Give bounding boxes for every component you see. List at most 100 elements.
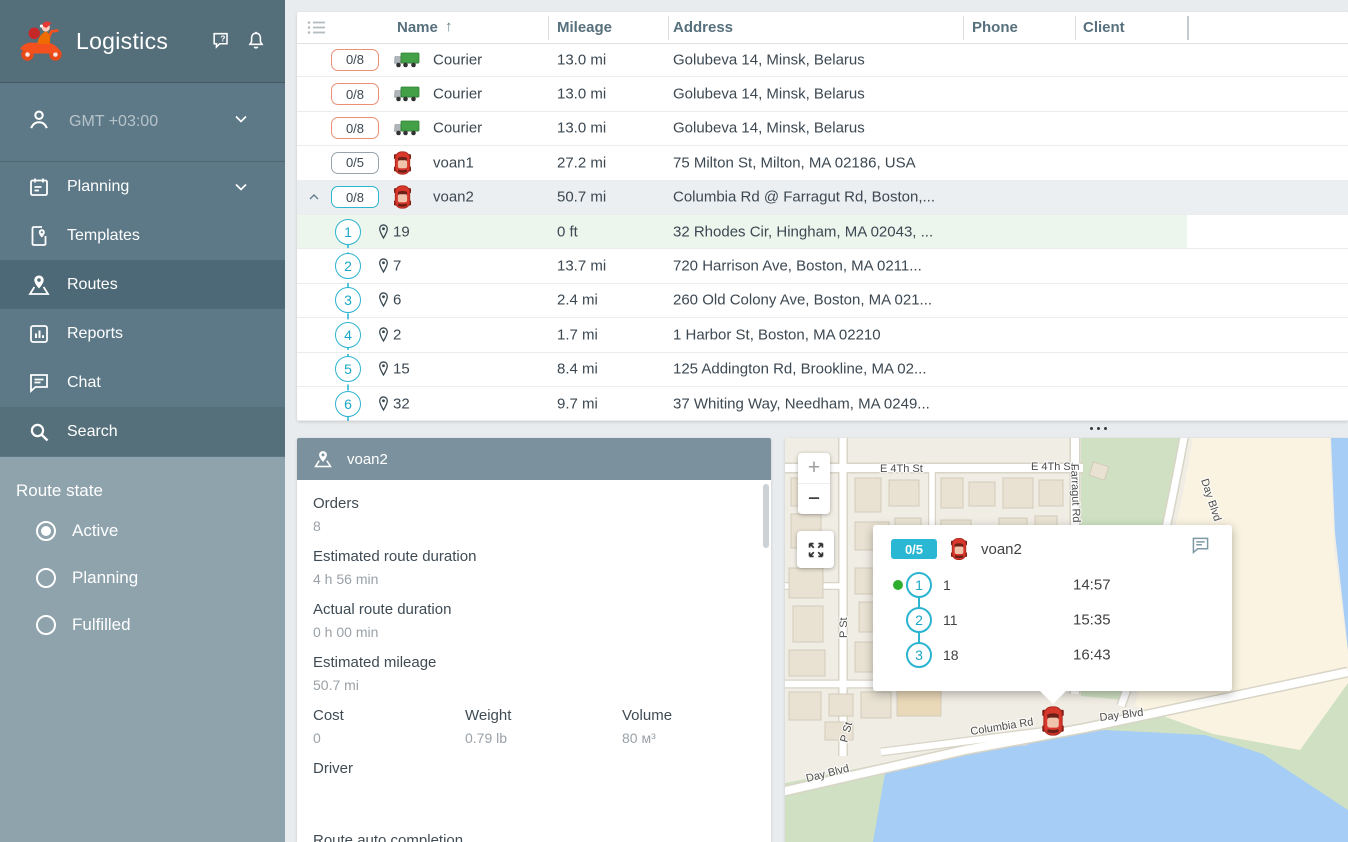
street-label: Farragut Rd (1068, 464, 1082, 523)
field-value: 80 м³ (622, 729, 672, 748)
detail-field: Volume 80 м³ (622, 706, 672, 748)
vehicle-mileage: 50.7 mi (557, 189, 606, 206)
sidebar-item-routes[interactable]: Routes (0, 260, 285, 309)
routes-table: Name ↑ Mileage Address Phone Client 0/8 (297, 12, 1348, 421)
sidebar-item-chat[interactable]: Chat (0, 358, 285, 407)
detail-panel-title: voan2 (347, 451, 388, 468)
radio-label: Fulfilled (72, 615, 131, 635)
field-label: Route auto completion (313, 831, 755, 842)
chat-bubble-icon (27, 371, 51, 395)
svg-text:?: ? (220, 34, 225, 43)
stop-number-badge: 3 (335, 287, 361, 313)
vehicle-detail-panel: voan2 Orders 8 Estimated route duration … (297, 438, 771, 842)
filter-title: Route state (16, 481, 285, 501)
vehicle-address: Columbia Rd @ Farragut Rd, Boston,... (673, 189, 935, 206)
detail-field: Driver (313, 759, 755, 801)
vehicle-name: voan1 (433, 154, 474, 171)
sort-ascending-icon[interactable]: ↑ (445, 18, 453, 35)
column-header-phone[interactable]: Phone (972, 12, 1018, 43)
popup-stop-row[interactable]: 3 18 16:43 (873, 637, 1232, 672)
zoom-out-button[interactable]: − (798, 484, 830, 514)
route-state-filter: Route state Active Planning Fulfilled (0, 457, 285, 842)
scrollbar-thumb[interactable] (763, 484, 769, 548)
fullscreen-button[interactable] (797, 531, 834, 568)
feedback-chat-icon[interactable]: ? (210, 30, 233, 52)
column-header-address[interactable]: Address (673, 12, 733, 43)
order-number: 19 (393, 223, 410, 240)
app-window: Logistics ? GMT +03:00 (0, 0, 1348, 842)
vehicle-car-marker[interactable] (1042, 706, 1064, 736)
stop-number-badge: 5 (335, 356, 361, 382)
detail-field: Orders 8 (313, 494, 755, 536)
stop-mileage: 13.7 mi (557, 258, 606, 275)
sidebar-item-search[interactable]: Search (0, 407, 285, 456)
field-value: 0 h 00 min (313, 623, 755, 642)
stop-table-row[interactable]: 2 7 13.7 mi 720 Harrison Ave, Boston, MA… (297, 249, 1348, 283)
stop-address: 125 Addington Rd, Brookline, MA 02... (673, 361, 927, 378)
stop-table-row[interactable]: 6 32 9.7 mi 37 Whiting Way, Needham, MA … (297, 387, 1348, 421)
route-map-pin-icon (27, 273, 51, 297)
chevron-down-icon[interactable] (231, 177, 251, 202)
stop-address: 260 Old Colony Ave, Boston, MA 021... (673, 292, 932, 309)
vehicle-address: 75 Milton St, Milton, MA 02186, USA (673, 154, 916, 171)
order-number: 11 (943, 612, 958, 628)
search-icon (27, 420, 51, 444)
popup-stop-row[interactable]: 1 1 14:57 (873, 567, 1232, 602)
vehicle-table-row[interactable]: 0/8 Courier 13.0 mi Golubeva 14, Minsk, … (297, 112, 1348, 146)
chat-bubble-icon[interactable] (1191, 537, 1210, 554)
field-label: Volume (622, 706, 672, 726)
stop-table-row[interactable]: 4 2 1.7 mi 1 Harbor St, Boston, MA 02210 (297, 318, 1348, 352)
chevron-down-icon[interactable] (231, 109, 251, 134)
map-panel[interactable]: E 4Th St E 4Th St P St P St Farragut Rd … (785, 438, 1348, 842)
stop-table-row[interactable]: 3 6 2.4 mi 260 Old Colony Ave, Boston, M… (297, 284, 1348, 318)
sidebar-item-label: Planning (67, 178, 129, 196)
truck-icon (394, 52, 420, 68)
column-header-mileage[interactable]: Mileage (557, 12, 612, 43)
vehicle-table-row[interactable]: 0/5 voan1 27.2 mi 75 Milton St, Milton, … (297, 146, 1348, 180)
stop-mileage: 8.4 mi (557, 361, 598, 378)
radio-button[interactable] (36, 521, 56, 541)
current-position-dot (893, 580, 903, 590)
popup-stop-row[interactable]: 2 11 15:35 (873, 602, 1232, 637)
sidebar-item-planning[interactable]: Planning (0, 162, 285, 211)
location-pin-icon (377, 223, 390, 240)
route-map-popup[interactable]: 0/5 voan2 1 1 14:57 (873, 525, 1232, 691)
radio-planning[interactable]: Planning (36, 554, 285, 601)
user-timezone-row[interactable]: GMT +03:00 (0, 83, 285, 162)
street-label: E 4Th St (880, 463, 923, 475)
detail-field: Actual route duration 0 h 00 min (313, 600, 755, 642)
sidebar-item-reports[interactable]: Reports (0, 309, 285, 358)
chevron-up-icon[interactable] (306, 189, 322, 205)
field-value: 4 h 56 min (313, 570, 755, 589)
vehicle-table-row[interactable]: 0/8 Courier 13.0 mi Golubeva 14, Minsk, … (297, 43, 1348, 77)
timezone-label: GMT +03:00 (69, 113, 158, 131)
order-number: 6 (393, 292, 401, 309)
notifications-bell-icon[interactable] (245, 29, 267, 53)
location-pin-icon (377, 326, 390, 343)
eta-time: 14:57 (1073, 576, 1111, 593)
column-header-client[interactable]: Client (1083, 12, 1125, 43)
car-icon (394, 185, 411, 210)
list-settings-icon[interactable] (307, 20, 326, 40)
vehicle-table-row[interactable]: 0/8 Courier 13.0 mi Golubeva 14, Minsk, … (297, 77, 1348, 111)
radio-fulfilled[interactable]: Fulfilled (36, 601, 285, 648)
user-icon (26, 107, 52, 138)
column-header-name[interactable]: Name (397, 12, 438, 43)
radio-active[interactable]: Active (36, 507, 285, 554)
stop-table-row[interactable]: 1 19 0 ft 32 Rhodes Cir, Hingham, MA 020… (297, 215, 1348, 249)
map-zoom-control: + − (798, 453, 830, 514)
stop-number-badge: 1 (335, 219, 361, 245)
vehicle-table-row[interactable]: 0/8 voan2 50.7 mi Columbia Rd @ Farragut… (297, 181, 1348, 215)
sidebar-item-templates[interactable]: Templates (0, 211, 285, 260)
zoom-in-button[interactable]: + (798, 453, 830, 484)
radio-button[interactable] (36, 615, 56, 635)
stop-table-row[interactable]: 5 15 8.4 mi 125 Addington Rd, Brookline,… (297, 353, 1348, 387)
radio-button[interactable] (36, 568, 56, 588)
panel-resize-handle[interactable] (1090, 427, 1107, 430)
stop-number-badge: 2 (335, 253, 361, 279)
sidebar-header: Logistics ? (0, 0, 285, 83)
table-body: 0/8 Courier 13.0 mi Golubeva 14, Minsk, … (297, 43, 1348, 421)
field-label: Actual route duration (313, 600, 755, 620)
field-value: 8 (313, 517, 755, 536)
radio-label: Active (72, 521, 118, 541)
